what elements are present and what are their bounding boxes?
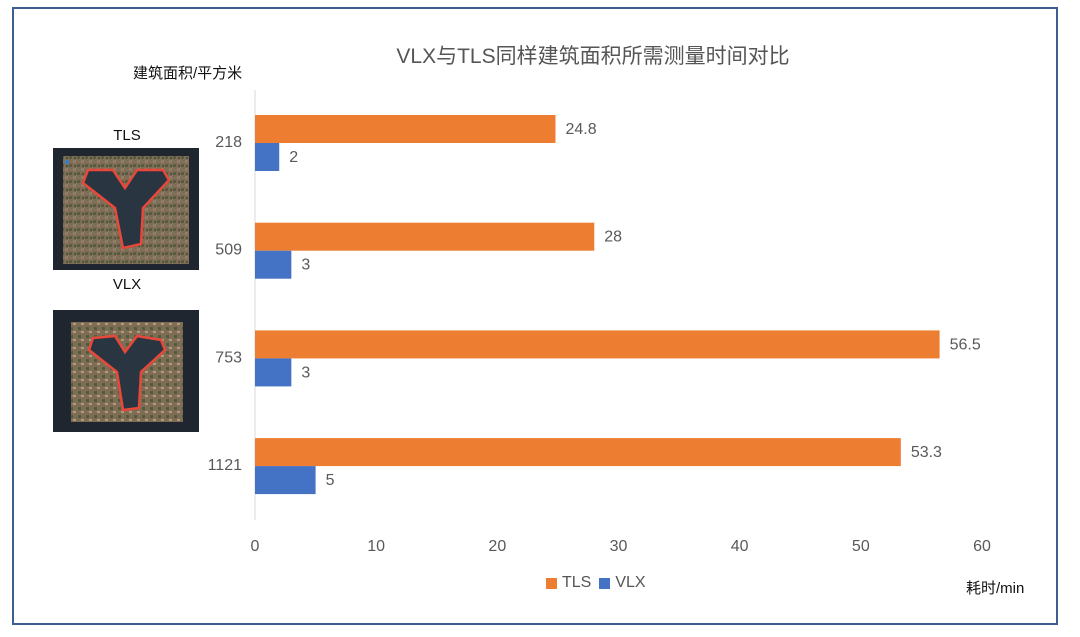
legend-label-vlx: VLX [615,574,646,591]
bar-tls-753 [255,330,940,359]
tls-scan-image [53,148,199,270]
bar-tls-218 [255,115,556,143]
category-label-753: 753 [215,349,242,366]
data-label-vlx-753: 3 [301,364,310,381]
data-label-tls-1121: 53.3 [911,444,942,461]
legend-swatch-vlx [599,577,611,589]
x-tick-label-40: 40 [731,538,749,555]
chart-title: VLX与TLS同样建筑面积所需测量时间对比 [396,45,790,68]
x-tick-label-60: 60 [973,538,991,555]
x-tick-label-10: 10 [367,538,385,555]
legend: TLS VLX [546,574,654,592]
bar-tls-509 [255,222,595,251]
x-tick-label-30: 30 [610,538,628,555]
tls-scan-drawing [63,156,189,264]
tls-image-label: TLS [113,127,141,144]
x-tick-label-50: 50 [852,538,870,555]
bar-vlx-753 [255,358,292,387]
legend-label-tls: TLS [562,574,592,591]
bar-vlx-218 [255,143,280,171]
vlx-scan-drawing [71,322,183,422]
x-tick-label-0: 0 [251,538,260,555]
x-axis-label: 耗时/min [966,580,1025,597]
legend-item-vlx: VLX [599,574,646,592]
data-label-vlx-1121: 5 [326,472,335,489]
data-label-tls-753: 56.5 [950,336,981,353]
vlx-image-label: VLX [112,276,142,293]
legend-item-tls: TLS [546,574,591,592]
legend-swatch-tls [546,577,557,589]
data-label-tls-218: 24.8 [565,121,596,138]
vlx-scan-image [53,310,199,432]
x-tick-label-20: 20 [488,538,506,555]
bar-vlx-509 [255,250,292,279]
category-label-1121: 1121 [208,457,243,474]
data-label-vlx-218: 2 [289,149,298,166]
category-label-509: 509 [215,242,242,259]
data-label-vlx-509: 3 [301,257,310,274]
data-label-tls-509: 28 [604,229,622,246]
category-label-218: 218 [215,134,242,151]
y-axis-label: 建筑面积/平方米 [133,65,243,82]
bar-vlx-1121 [255,466,316,495]
bar-tls-1121 [255,438,901,467]
